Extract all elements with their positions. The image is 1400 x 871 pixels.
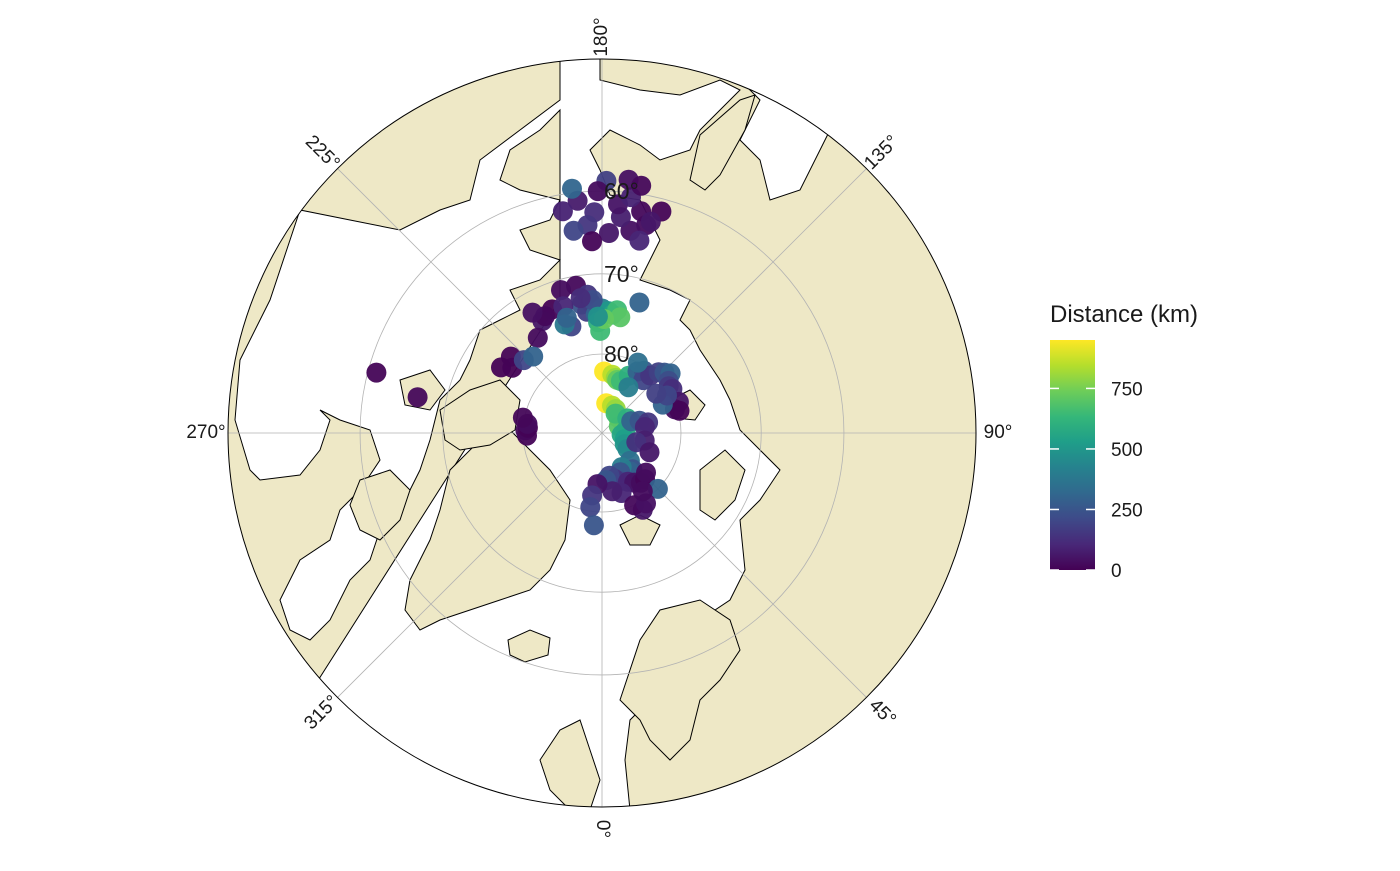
- data-point: [627, 352, 648, 373]
- legend-ticks: 0 250 500 750: [1050, 379, 1143, 582]
- data-point: [527, 327, 548, 348]
- land-scandinavia: [619, 599, 741, 761]
- data-point: [631, 175, 652, 196]
- longitude-label-90: 90°: [984, 422, 1013, 443]
- land-baffin: [349, 469, 411, 541]
- data-point: [629, 292, 650, 313]
- data-point: [562, 178, 582, 199]
- legend-tick-label: 500: [1111, 440, 1143, 461]
- longitude-label-270: 270°: [186, 422, 225, 443]
- latitude-label-60: 60°: [604, 178, 639, 204]
- graticule: [228, 59, 976, 807]
- meridian-225: [337, 168, 603, 434]
- data-point: [552, 201, 573, 222]
- land-novaya-zemlya: [699, 449, 746, 521]
- data-point: [491, 357, 511, 378]
- data-point: [646, 383, 667, 404]
- map-border: [227, 58, 977, 808]
- longitude-label-315: 315°: [300, 691, 343, 734]
- data-point: [618, 377, 639, 398]
- data-point: [366, 362, 387, 383]
- data-point: [599, 223, 619, 243]
- data-point: [407, 387, 428, 408]
- legend-title: Distance (km): [1050, 301, 1198, 328]
- data-point: [602, 481, 623, 502]
- data-point: [636, 462, 656, 483]
- data-point: [580, 497, 601, 518]
- legend-tick-label: 0: [1111, 561, 1122, 582]
- meridian-315: [337, 432, 603, 698]
- data-point: [523, 346, 544, 367]
- legend-tick-label: 250: [1111, 500, 1143, 521]
- data-point: [639, 442, 660, 463]
- data-point: [556, 307, 577, 328]
- data-point: [570, 288, 591, 309]
- longitude-label-0: 0°: [592, 820, 613, 838]
- land-greenland: [404, 429, 571, 631]
- longitude-label-180: 180°: [591, 17, 612, 56]
- data-point: [640, 211, 661, 232]
- longitude-label-225: 225°: [301, 131, 344, 174]
- latitude-labels: 60° 70° 80°: [604, 178, 639, 367]
- legend: Distance (km) 0 250 500 750: [1050, 301, 1198, 582]
- data-point: [647, 478, 668, 499]
- data-point: [512, 407, 533, 428]
- legend-colorbar: [1050, 340, 1095, 570]
- data-point: [583, 515, 604, 536]
- data-point: [522, 302, 543, 323]
- data-points: [366, 169, 690, 536]
- data-point: [563, 220, 584, 241]
- land-british-isles: [539, 719, 601, 807]
- longitude-label-135: 135°: [860, 131, 903, 174]
- data-point: [587, 181, 608, 202]
- data-point: [632, 481, 653, 502]
- data-point: [551, 280, 571, 301]
- data-point: [610, 307, 631, 328]
- legend-tick-label: 750: [1111, 379, 1143, 400]
- latitude-label-70: 70°: [604, 261, 639, 287]
- longitude-label-45: 45°: [865, 695, 900, 730]
- land-iceland: [507, 629, 551, 663]
- data-point: [669, 400, 690, 421]
- land-ellesmere: [439, 379, 521, 451]
- land-kamchatka: [689, 94, 756, 191]
- latitude-label-80: 80°: [604, 341, 639, 367]
- data-point: [582, 231, 602, 252]
- data-point: [629, 230, 650, 251]
- data-point: [587, 306, 608, 327]
